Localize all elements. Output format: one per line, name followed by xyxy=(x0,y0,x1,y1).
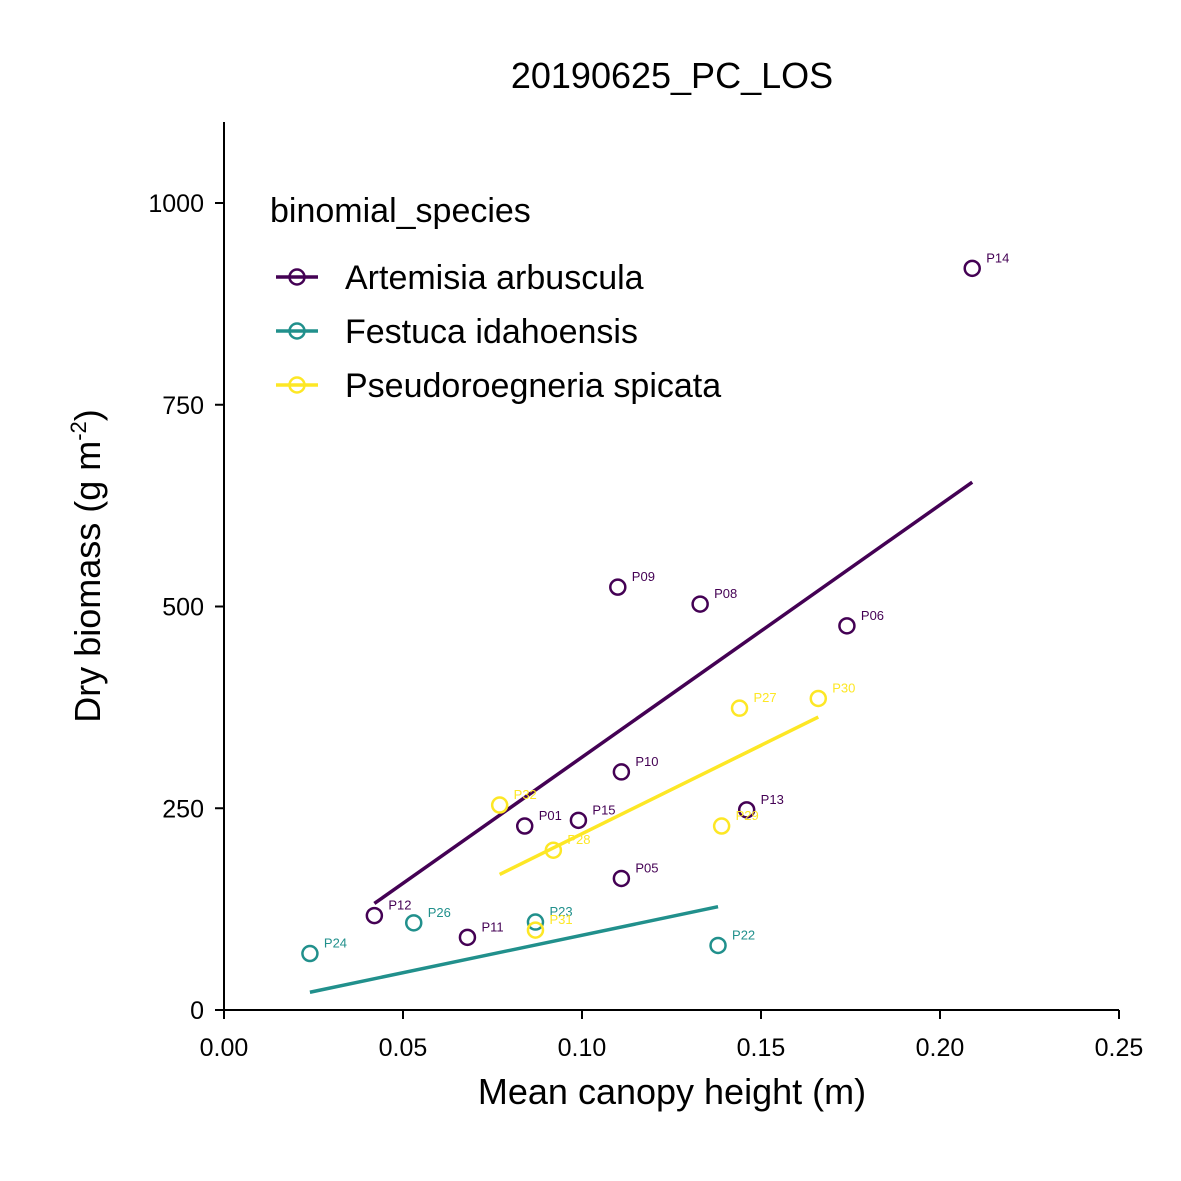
y-tick-label: 250 xyxy=(162,795,204,823)
point-label: P10 xyxy=(635,754,658,769)
data-point xyxy=(526,921,545,939)
data-points xyxy=(301,259,981,963)
point-label: P32 xyxy=(514,787,537,802)
data-point xyxy=(490,796,509,814)
point-label: P24 xyxy=(324,936,347,951)
data-point xyxy=(691,595,709,613)
fit-line xyxy=(498,715,820,876)
y-axis-title-suffix: ) xyxy=(67,409,108,421)
fit-line xyxy=(373,480,974,905)
data-point xyxy=(609,578,627,596)
data-point xyxy=(712,817,731,835)
point-label: P05 xyxy=(635,860,658,875)
x-tick-label: 0.10 xyxy=(558,1034,607,1062)
point-label: P27 xyxy=(754,690,777,705)
point-label: P06 xyxy=(861,608,884,623)
y-axis-ticks: 0 250 500 750 1000 xyxy=(148,190,224,1025)
data-point xyxy=(730,699,749,717)
y-tick-label: 750 xyxy=(162,392,204,420)
legend-key-point xyxy=(288,376,306,394)
point-label: P23 xyxy=(549,904,572,919)
data-point xyxy=(404,914,423,932)
point-label: P28 xyxy=(567,832,590,847)
point-label: P15 xyxy=(592,802,615,817)
data-point xyxy=(301,944,319,963)
point-label: P29 xyxy=(736,808,759,823)
data-point xyxy=(515,817,534,835)
data-point xyxy=(612,869,631,888)
y-tick-label: 1000 xyxy=(148,190,204,218)
fit-line xyxy=(309,904,719,994)
legend-key-point xyxy=(288,268,306,286)
data-point xyxy=(544,841,563,859)
legend-title: binomial_species xyxy=(270,192,531,230)
x-axis-ticks: 0.00 0.05 0.10 0.15 0.20 0.25 xyxy=(200,1010,1144,1062)
point-label: P30 xyxy=(832,680,855,695)
point-labels: P01P05P06P08P09P10P11P12P13P14P15P22P23P… xyxy=(324,250,1009,950)
legend-label: Festuca idahoensis xyxy=(345,313,638,351)
data-point xyxy=(737,801,756,819)
data-point xyxy=(809,689,828,708)
data-point xyxy=(365,906,384,925)
x-axis-title: Mean canopy height (m) xyxy=(478,1071,866,1112)
x-tick-label: 0.15 xyxy=(737,1034,786,1062)
y-axis-title: Dry biomass (g m-2) xyxy=(66,409,108,723)
data-point xyxy=(963,259,981,278)
point-label: P26 xyxy=(428,905,451,920)
point-label: P08 xyxy=(714,586,737,601)
data-point xyxy=(526,913,545,931)
y-tick-label: 500 xyxy=(162,594,204,622)
legend-label: Artemisia arbuscula xyxy=(345,259,644,297)
x-tick-label: 0.25 xyxy=(1095,1034,1144,1062)
point-label: P12 xyxy=(388,898,411,913)
data-point xyxy=(458,928,477,947)
point-label: P11 xyxy=(481,919,503,934)
data-point xyxy=(569,811,588,830)
y-axis-title-main: Dry biomass (g m xyxy=(67,441,108,723)
x-tick-label: 0.00 xyxy=(200,1034,249,1062)
x-tick-label: 0.05 xyxy=(379,1034,428,1062)
point-label: P14 xyxy=(986,250,1009,265)
x-tick-label: 0.20 xyxy=(916,1034,965,1062)
fit-lines xyxy=(309,480,974,994)
point-label: P13 xyxy=(761,792,784,807)
data-point xyxy=(838,617,856,635)
point-label: P22 xyxy=(732,927,755,942)
point-label: P31 xyxy=(549,912,572,927)
point-label: P09 xyxy=(632,569,655,584)
legend-label: Pseudoroegneria spicata xyxy=(345,367,721,405)
legend-key-point xyxy=(288,322,306,340)
point-label: P01 xyxy=(539,808,562,823)
legend: binomial_species Artemisia arbuscula Fest… xyxy=(270,192,721,405)
chart-title: 20190625_PC_LOS xyxy=(511,55,833,96)
y-tick-label: 0 xyxy=(190,997,204,1025)
data-point xyxy=(709,936,727,955)
data-point xyxy=(612,763,631,781)
y-axis-title-superscript: -2 xyxy=(66,421,91,441)
